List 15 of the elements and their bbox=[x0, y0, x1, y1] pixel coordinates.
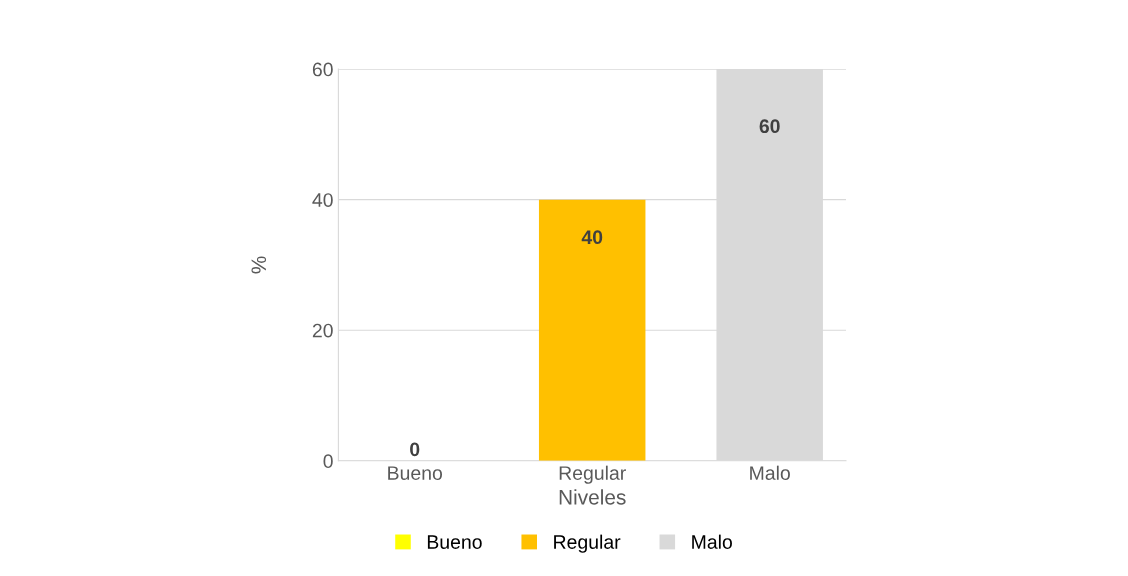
y-tick-label: 60 bbox=[312, 62, 333, 77]
x-tick-label: Malo bbox=[750, 465, 790, 480]
x-tick-label: Regular bbox=[559, 465, 626, 484]
x-axis-title: Niveles bbox=[559, 489, 626, 505]
y-tick-label: 0 bbox=[323, 454, 333, 469]
data-label: 40 bbox=[581, 230, 603, 245]
y-tick-label: 40 bbox=[312, 193, 333, 207]
y-tick-label: 20 bbox=[312, 323, 333, 338]
x-tick-label: Bueno bbox=[388, 466, 443, 480]
legend-label: Bueno bbox=[427, 535, 482, 549]
y-axis-title: % bbox=[251, 256, 267, 274]
data-label: 0 bbox=[410, 442, 420, 457]
data-label: 60 bbox=[759, 119, 780, 134]
legend-label: Malo bbox=[692, 534, 732, 549]
legend-label: Regular bbox=[554, 534, 621, 553]
